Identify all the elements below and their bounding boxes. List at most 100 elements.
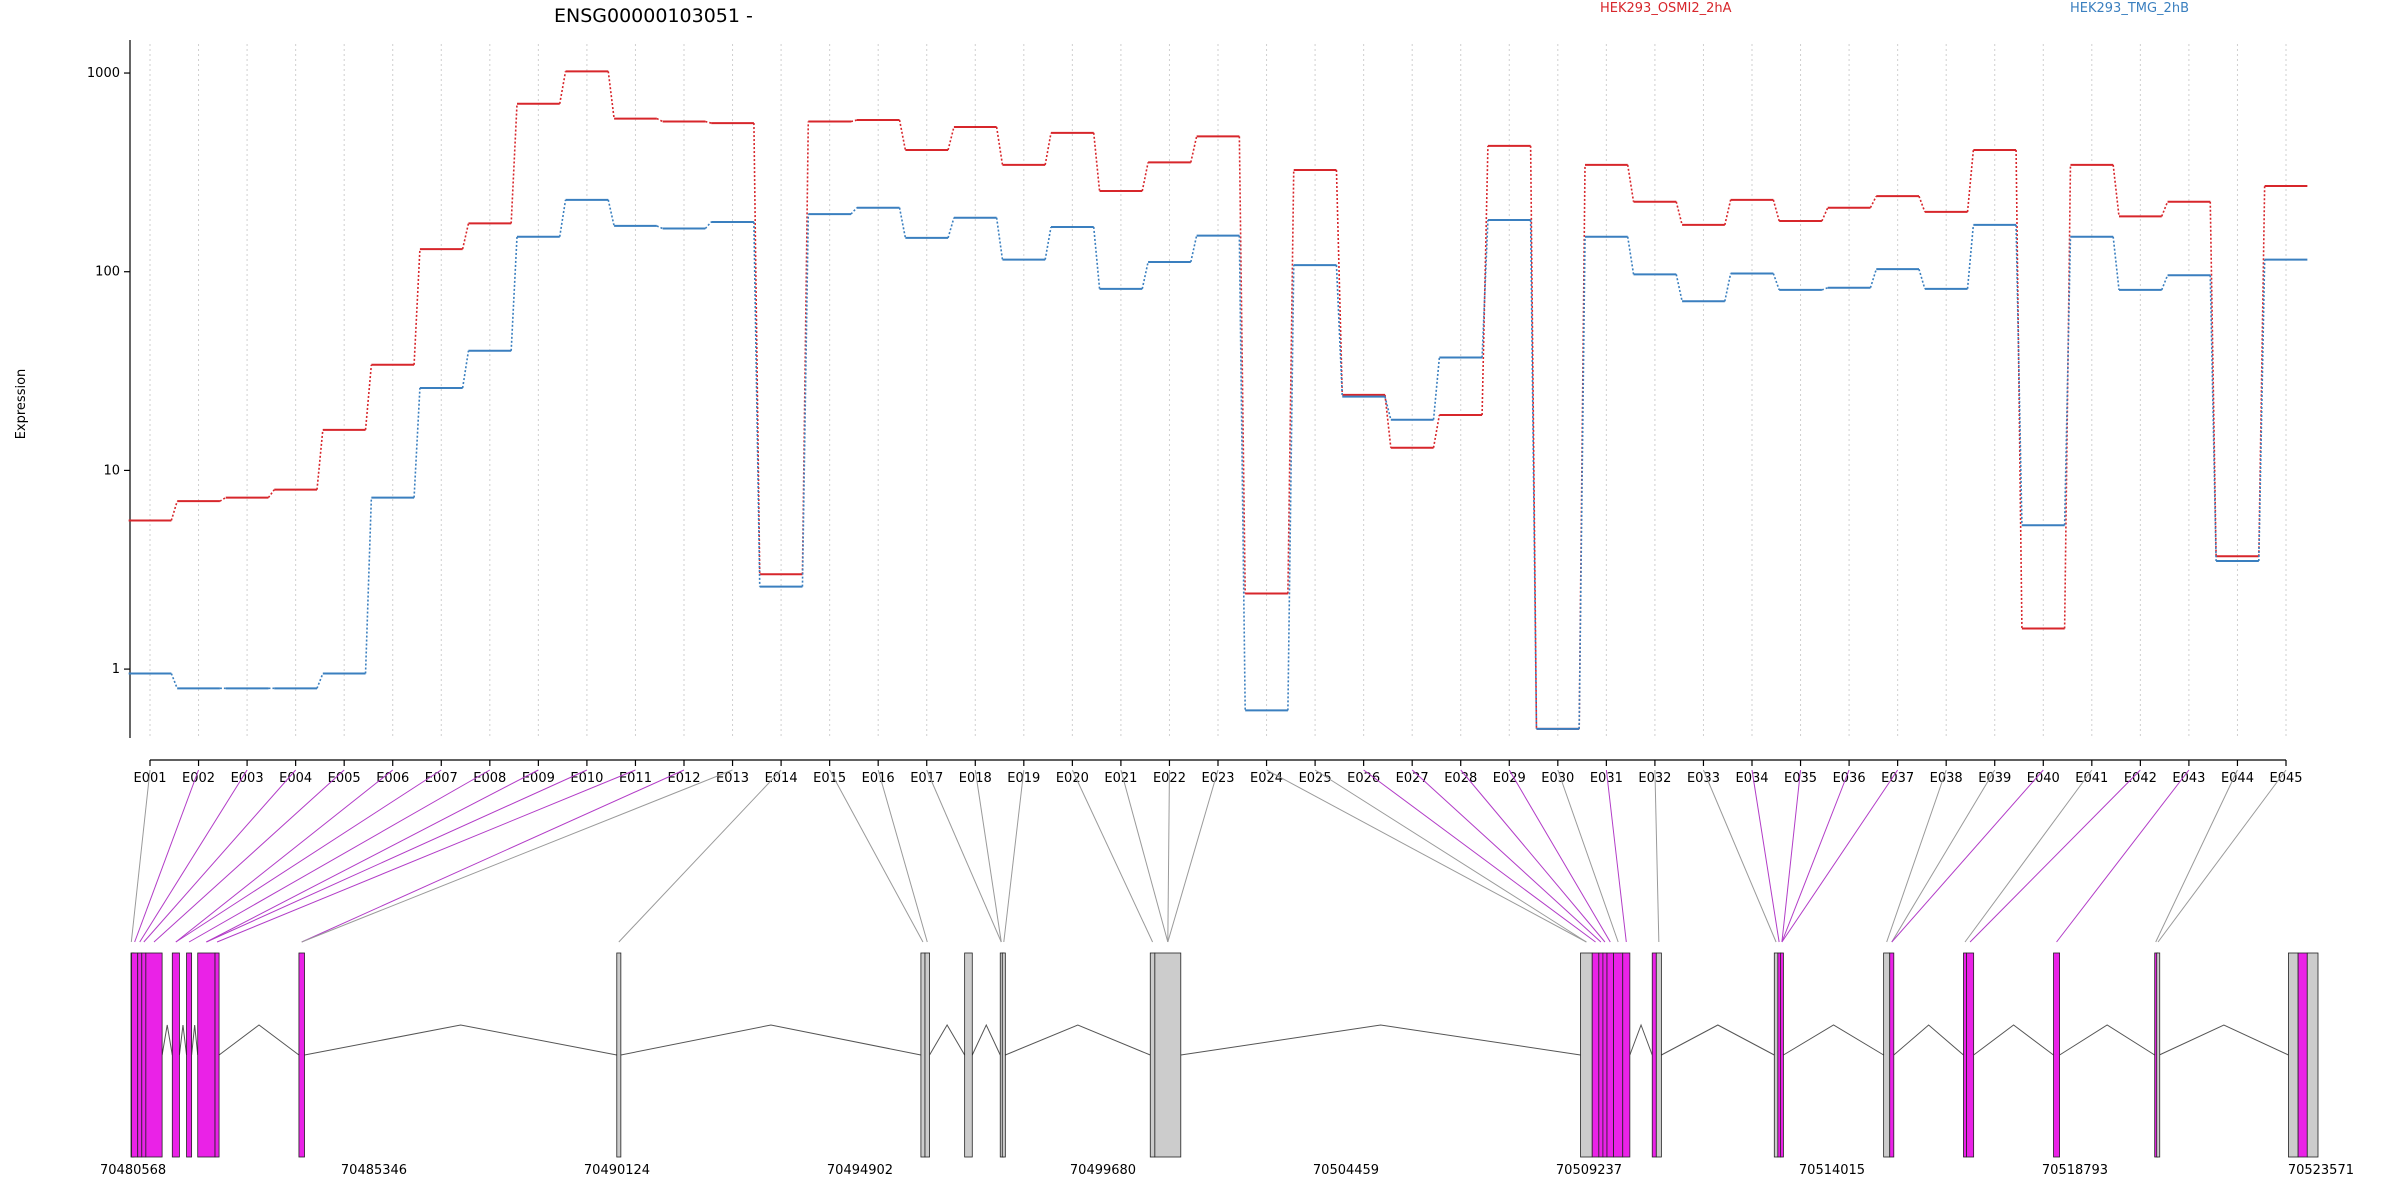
- exon-box: [1883, 952, 1891, 1158]
- series-step: [1724, 199, 1732, 226]
- exon-connector: [153, 769, 345, 943]
- exon-connector: [1781, 769, 1899, 943]
- series-step: [898, 207, 907, 239]
- intron-line: [1893, 1024, 1964, 1056]
- intron-line: [2159, 1024, 2289, 1056]
- series-step: [1044, 226, 1052, 260]
- series-step: [316, 673, 324, 689]
- series-step: [1529, 145, 1538, 729]
- series-step: [1821, 207, 1829, 222]
- series-step: [1821, 287, 1829, 291]
- exon-box: [1622, 952, 1631, 1158]
- series-step: [1384, 394, 1392, 448]
- x-tick-label: E021: [1104, 771, 1137, 786]
- series-step: [2112, 164, 2120, 217]
- intron-line: [929, 1024, 966, 1056]
- exon-connector: [1969, 769, 2141, 943]
- exon-connector: [1781, 769, 1850, 943]
- genome-tick-label: 70509237: [1556, 1163, 1622, 1178]
- x-tick-label: E041: [2075, 771, 2108, 786]
- series-step: [1432, 414, 1441, 448]
- series-step: [219, 496, 227, 502]
- exon-connector: [130, 769, 151, 943]
- series-step: [1724, 273, 1732, 302]
- series-step: [364, 364, 373, 430]
- x-tick-label: E016: [862, 771, 895, 786]
- exon-connector: [1003, 769, 1025, 943]
- x-tick-label: E028: [1444, 771, 1477, 786]
- x-tick-label: E013: [716, 771, 749, 786]
- x-tick-label: E045: [2269, 771, 2302, 786]
- series-step: [1141, 261, 1149, 290]
- exon-connector: [301, 769, 733, 943]
- x-tick-label: E017: [910, 771, 943, 786]
- exon-connector: [1886, 769, 1947, 943]
- x-tick-label: E038: [1930, 771, 1963, 786]
- exon-connectors: [130, 769, 2287, 943]
- x-tick-label: E008: [473, 771, 506, 786]
- series-step: [461, 350, 470, 389]
- genome-tick-label: 70490124: [584, 1163, 650, 1178]
- exon-connector: [1120, 769, 1169, 943]
- exon-box: [1773, 952, 1779, 1158]
- series-step: [2160, 274, 2169, 291]
- intron-line: [1005, 1024, 1151, 1056]
- exon-connector: [206, 769, 539, 943]
- x-tick-label: E002: [182, 771, 215, 786]
- genome-tick-label: 70494902: [827, 1163, 893, 1178]
- genome-tick-label: 70523571: [2288, 1163, 2354, 1178]
- x-tick-label: E034: [1735, 771, 1768, 786]
- exon-box: [171, 952, 180, 1158]
- series-step: [1481, 145, 1489, 416]
- x-tick-label: E001: [133, 771, 166, 786]
- series-step: [413, 387, 421, 498]
- series-step: [1966, 149, 1975, 212]
- exon-connector: [175, 769, 394, 943]
- intron-line: [161, 1024, 173, 1056]
- x-tick-label: E015: [813, 771, 846, 786]
- exon-box: [1591, 952, 1600, 1158]
- x-tick-label: E035: [1784, 771, 1817, 786]
- exon-connector: [206, 769, 588, 943]
- series-step: [2160, 201, 2169, 217]
- intron-line: [1629, 1023, 1653, 1056]
- series-1: [128, 70, 2308, 730]
- exon-box: [1580, 952, 1593, 1158]
- gridlines: [149, 44, 2287, 738]
- series-step: [1772, 199, 1780, 222]
- series-step: [1092, 226, 1101, 289]
- exon-box: [197, 952, 216, 1158]
- series-step: [704, 221, 712, 230]
- exon-connector: [1702, 769, 1777, 943]
- x-tick-label: E003: [231, 771, 264, 786]
- series-step: [850, 119, 858, 123]
- exon-connector: [175, 769, 442, 943]
- exon-connector: [1781, 769, 1802, 943]
- series-step: [656, 117, 664, 123]
- x-tick-label: E006: [376, 771, 409, 786]
- series-step: [1141, 162, 1149, 192]
- exon-connector: [877, 769, 928, 943]
- exon-box: [131, 952, 139, 1158]
- genome-tick-label: 70504459: [1313, 1163, 1379, 1178]
- series-lines: [128, 70, 2308, 730]
- series-step: [1529, 220, 1538, 729]
- y-axis-label: Expression: [14, 369, 29, 440]
- exon-box: [141, 952, 147, 1158]
- exon-box: [298, 952, 305, 1158]
- exon-connector: [618, 769, 782, 943]
- series-step: [947, 217, 955, 239]
- x-tick-label: E025: [1299, 771, 1332, 786]
- series-step: [316, 429, 324, 490]
- x-tick-label: E024: [1250, 771, 1283, 786]
- series-step: [1335, 169, 1344, 395]
- x-tick-label: E018: [959, 771, 992, 786]
- y-tick-label: 10: [103, 463, 120, 478]
- exon-connector: [926, 769, 1002, 943]
- x-tick-label: E004: [279, 771, 312, 786]
- series-step: [1238, 235, 1246, 711]
- exon-connector: [216, 769, 636, 943]
- genome-tick-label: 70514015: [1799, 1163, 1865, 1178]
- series-step: [753, 221, 761, 587]
